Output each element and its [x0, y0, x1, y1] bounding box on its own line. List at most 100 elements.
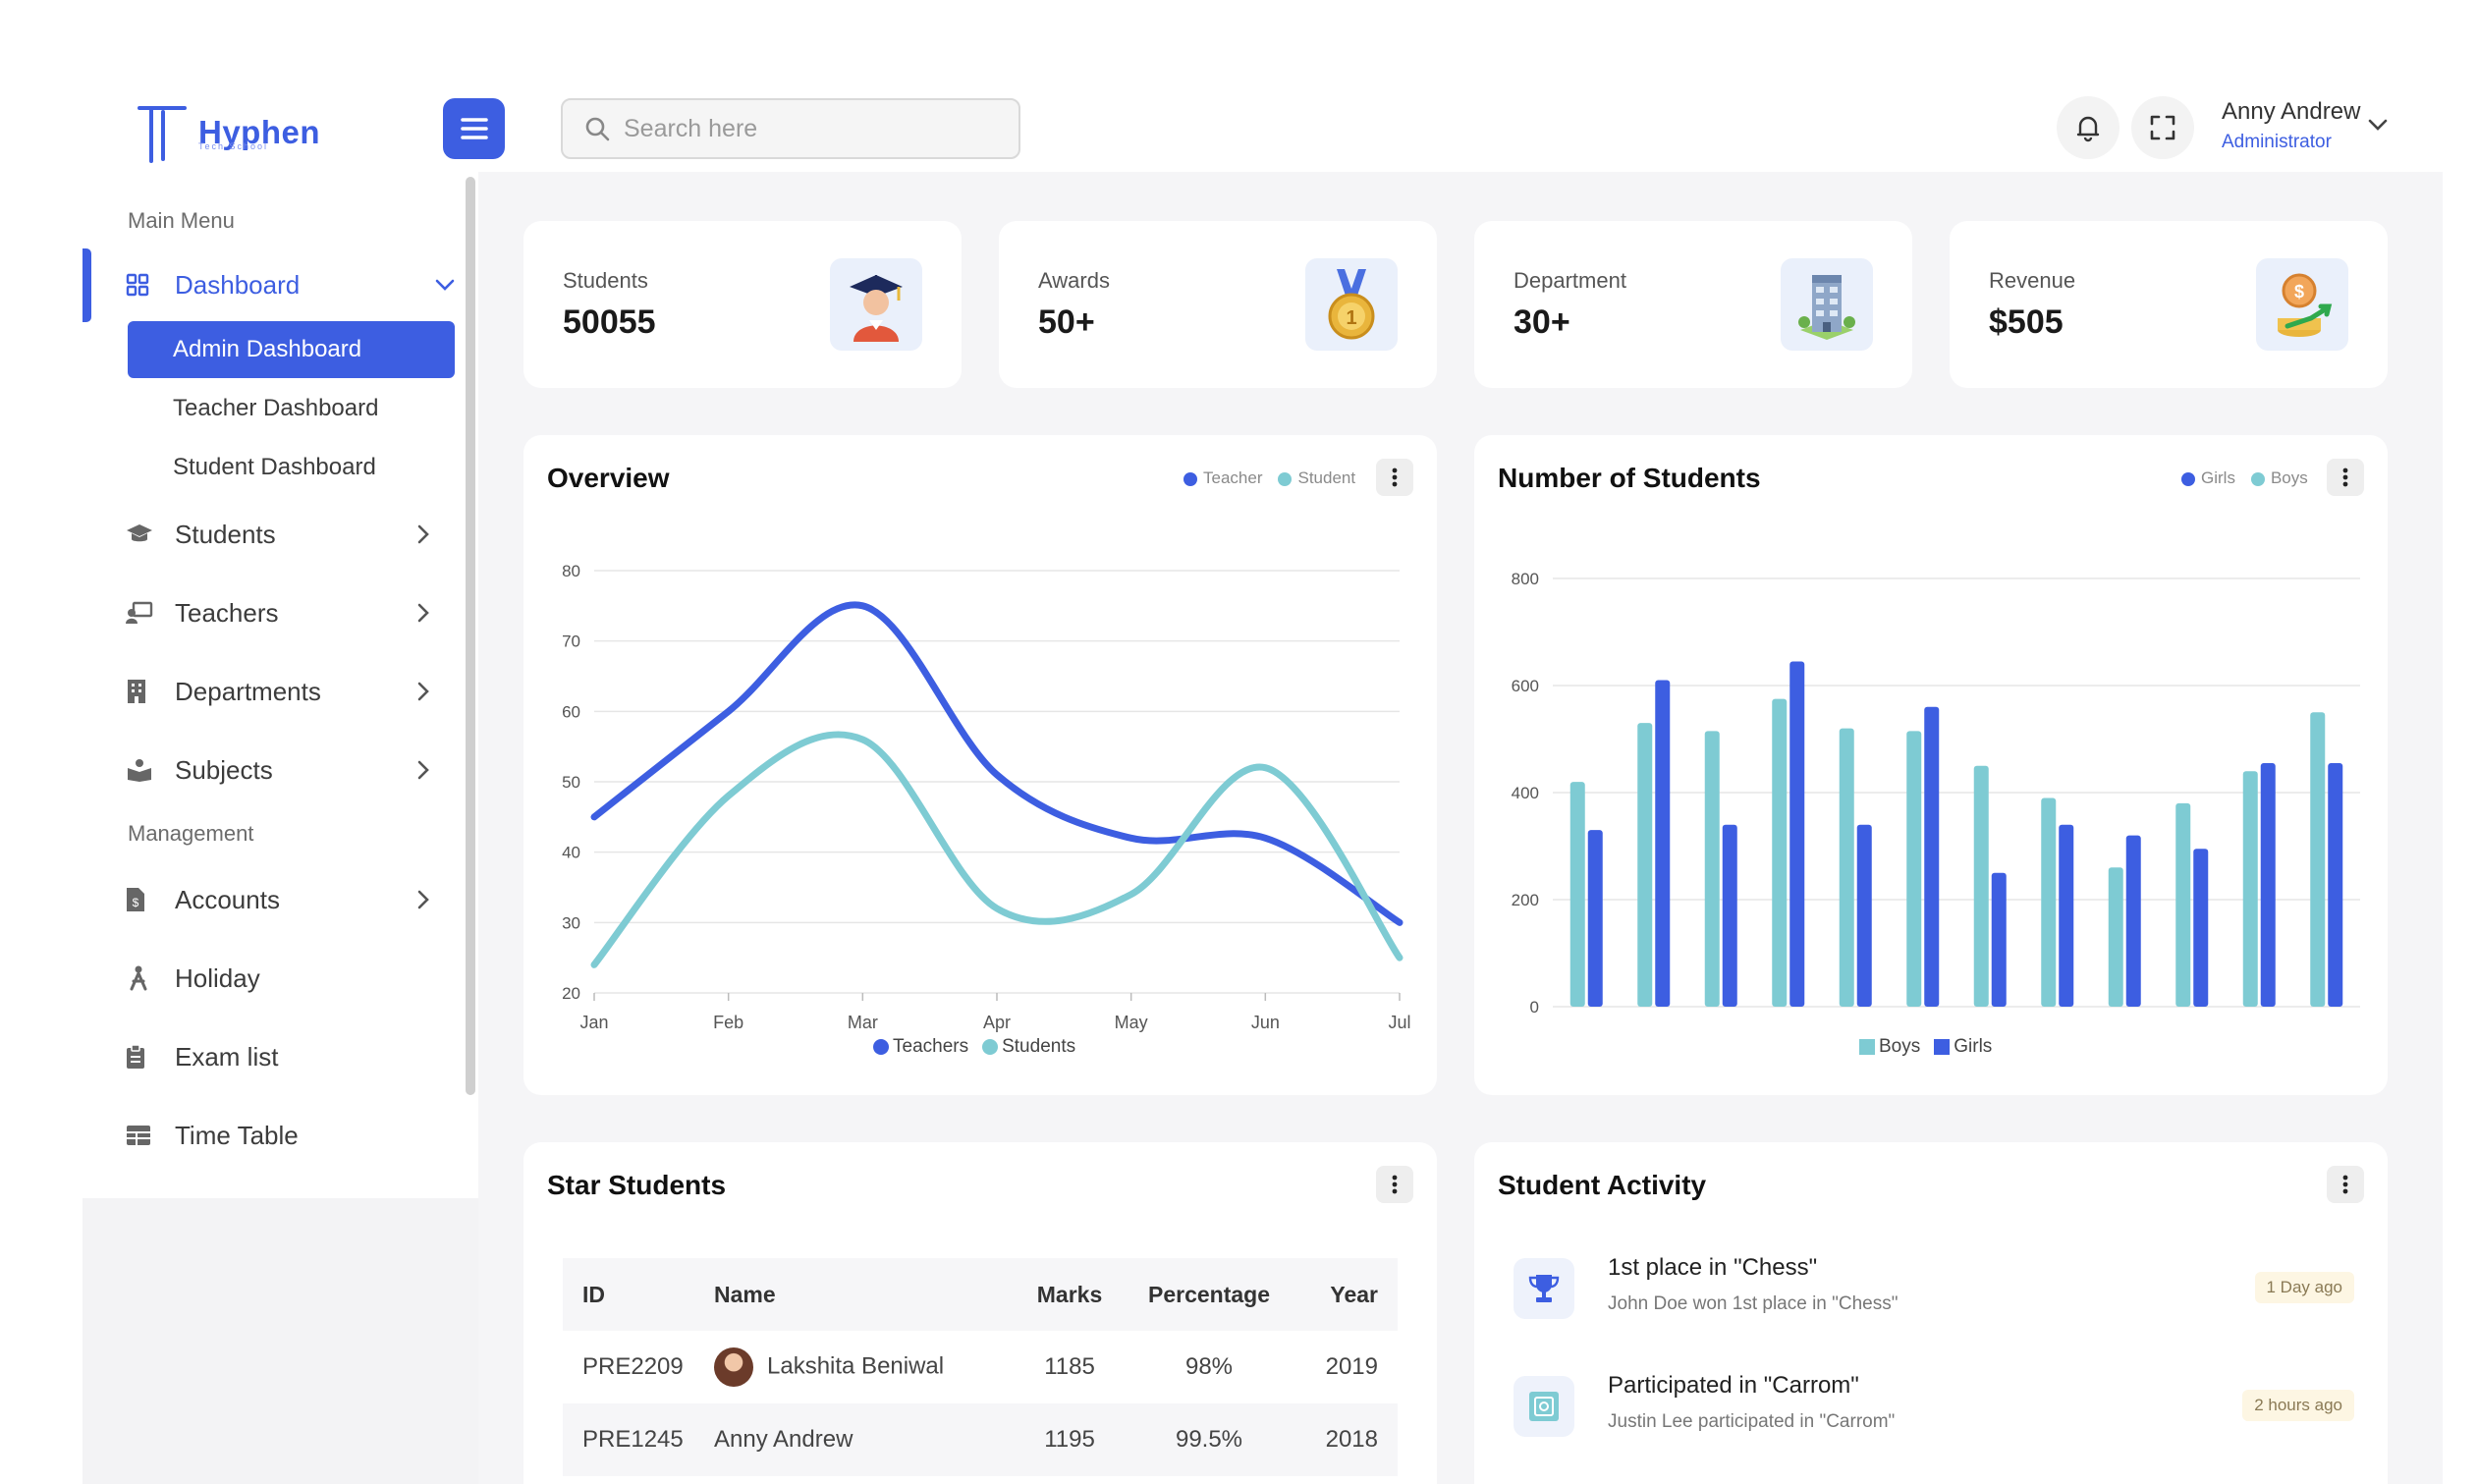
students-more-button[interactable]	[2327, 459, 2364, 496]
chevron-right-icon	[417, 603, 429, 623]
medal-illustration-icon: 1	[1305, 258, 1398, 351]
activity-time-badge: 2 hours ago	[2242, 1390, 2354, 1421]
table-row[interactable]: PRE2209 Lakshita Beniwal 1185 98% 2019	[563, 1331, 1398, 1403]
star-students-table: ID Name Marks Percentage Year PRE2209 La…	[563, 1258, 1398, 1476]
activity-item[interactable]: 1st place in "Chess" John Doe won 1st pl…	[1514, 1248, 2354, 1347]
stat-card-awards: Awards 50+ 1	[999, 221, 1437, 388]
search-input[interactable]	[624, 114, 997, 143]
fullscreen-icon	[2150, 115, 2175, 140]
activity-item[interactable]: Participated in "Carrom" Justin Lee part…	[1514, 1366, 2354, 1464]
building-illustration-icon	[1781, 258, 1873, 351]
sidebar-scrollbar[interactable]	[466, 177, 475, 1095]
search-box[interactable]	[561, 98, 1020, 159]
sidebar-item-teachers[interactable]: Teachers	[126, 591, 440, 634]
sidebar-footer-area	[83, 1198, 478, 1484]
cell-percentage: 99.5%	[1130, 1403, 1288, 1476]
menu-toggle-button[interactable]	[443, 98, 505, 159]
sidebar-item-label: Accounts	[175, 884, 280, 914]
bar-boys	[2242, 771, 2258, 1007]
cell-marks: 1195	[1009, 1403, 1130, 1476]
management-label: Management	[128, 821, 254, 846]
sidebar-item-label: Teachers	[175, 597, 279, 628]
stat-label: Students	[563, 268, 648, 293]
search-icon	[585, 117, 610, 141]
activity-more-button[interactable]	[2327, 1166, 2364, 1203]
notification-button[interactable]	[2057, 96, 2119, 159]
hamburger-icon	[460, 118, 488, 139]
sidebar-item-departments[interactable]: Departments	[126, 670, 440, 713]
stat-label: Revenue	[1989, 268, 2076, 293]
bar-girls	[1991, 872, 2007, 1007]
fullscreen-button[interactable]	[2131, 96, 2194, 159]
stat-card-department: Department 30+	[1474, 221, 1912, 388]
sidebar-item-label: Subjects	[175, 754, 273, 785]
activity-time-badge: 1 Day ago	[2254, 1272, 2354, 1303]
bar-boys	[1569, 782, 1585, 1007]
svg-text:$: $	[2294, 282, 2304, 302]
chevron-right-icon	[417, 682, 429, 701]
subitem-admin-dashboard[interactable]: Admin Dashboard	[128, 321, 455, 378]
stat-card-students: Students 50055	[523, 221, 962, 388]
legend-student: Student	[1278, 468, 1355, 488]
stat-card-revenue: Revenue $505 $	[1950, 221, 2388, 388]
user-chevron-down-icon[interactable]	[2367, 118, 2389, 132]
bar-girls	[2059, 824, 2074, 1007]
teacher-board-icon	[126, 601, 153, 625]
series-line-teachers	[590, 601, 1404, 926]
table-row[interactable]: PRE1245 Anny Andrew 1195 99.5% 2018	[563, 1403, 1398, 1476]
brand-name: Hyphen	[198, 114, 321, 150]
stat-label: Department	[1514, 268, 1626, 293]
dashboard-grid-icon	[126, 273, 153, 297]
legend-teachers: Teachers	[873, 1036, 968, 1058]
x-tick-label: Feb	[713, 1013, 743, 1032]
bar-boys	[2175, 802, 2191, 1007]
star-students-more-button[interactable]	[1376, 1166, 1413, 1203]
brand-logo[interactable]: Hyphen Tech School	[138, 98, 334, 167]
col-year: Year	[1288, 1258, 1398, 1331]
sidebar-item-label: Exam list	[175, 1041, 279, 1072]
x-tick-label: Jun	[1251, 1013, 1280, 1032]
bar-boys	[1906, 731, 1922, 1007]
subitem-teacher-dashboard[interactable]: Teacher Dashboard	[173, 395, 379, 421]
legend-girls: Girls	[2181, 468, 2235, 488]
sidebar-item-dashboard[interactable]: Dashboard	[126, 263, 455, 306]
sidebar-item-label: Departments	[175, 676, 321, 706]
overview-title: Overview	[547, 463, 670, 493]
sidebar-item-subjects[interactable]: Subjects	[126, 748, 440, 792]
y-tick-label: 70	[562, 632, 580, 651]
y-tick-label: 400	[1512, 784, 1539, 802]
avatar	[714, 1347, 753, 1387]
overview-legend-top: Teacher Student	[1183, 468, 1355, 488]
cell-marks: 1185	[1044, 1353, 1095, 1380]
overview-panel: Overview Teacher Student 20 30 40 50 60 70 80 J…	[523, 435, 1437, 1095]
bar-girls	[1587, 830, 1603, 1007]
y-tick-label: 200	[1512, 891, 1539, 909]
overview-more-button[interactable]	[1376, 459, 1413, 496]
bar-girls	[1856, 824, 1872, 1007]
sidebar-item-students[interactable]: Students	[126, 513, 440, 556]
stat-value: 50055	[563, 303, 656, 341]
cell-name: Lakshita Beniwal	[714, 1331, 1009, 1403]
legend-boys: Boys	[2250, 468, 2308, 488]
sidebar-item-exam-list[interactable]: Exam list	[126, 1035, 440, 1078]
user-name: Anny Andrew	[2222, 98, 2361, 125]
star-students-panel: Star Students ID Name Marks Percentage Y…	[523, 1142, 1437, 1484]
students-legend-bottom: Boys Girls	[1859, 1036, 1992, 1058]
number-of-students-panel: Number of Students Girls Boys 0 200 400 600…	[1474, 435, 2388, 1095]
bar-boys	[2310, 712, 2326, 1007]
y-tick-label: 40	[562, 844, 580, 862]
sidebar-item-accounts[interactable]: $ Accounts	[126, 878, 440, 921]
sidebar-item-holiday[interactable]: Holiday	[126, 957, 440, 1000]
cell-percentage: 98%	[1184, 1353, 1234, 1380]
book-reader-icon	[126, 758, 153, 782]
col-id: ID	[563, 1258, 714, 1331]
user-menu[interactable]: Anny Andrew Administrator	[2222, 98, 2398, 153]
overview-legend-bottom: Teachers Students	[873, 1036, 1075, 1058]
stat-value: 50+	[1038, 303, 1095, 341]
bar-girls	[1789, 661, 1805, 1007]
sidebar-item-time-table[interactable]: Time Table	[126, 1114, 440, 1157]
subitem-student-dashboard[interactable]: Student Dashboard	[173, 454, 376, 480]
chevron-right-icon	[417, 890, 429, 909]
bar-boys	[1973, 765, 1989, 1007]
